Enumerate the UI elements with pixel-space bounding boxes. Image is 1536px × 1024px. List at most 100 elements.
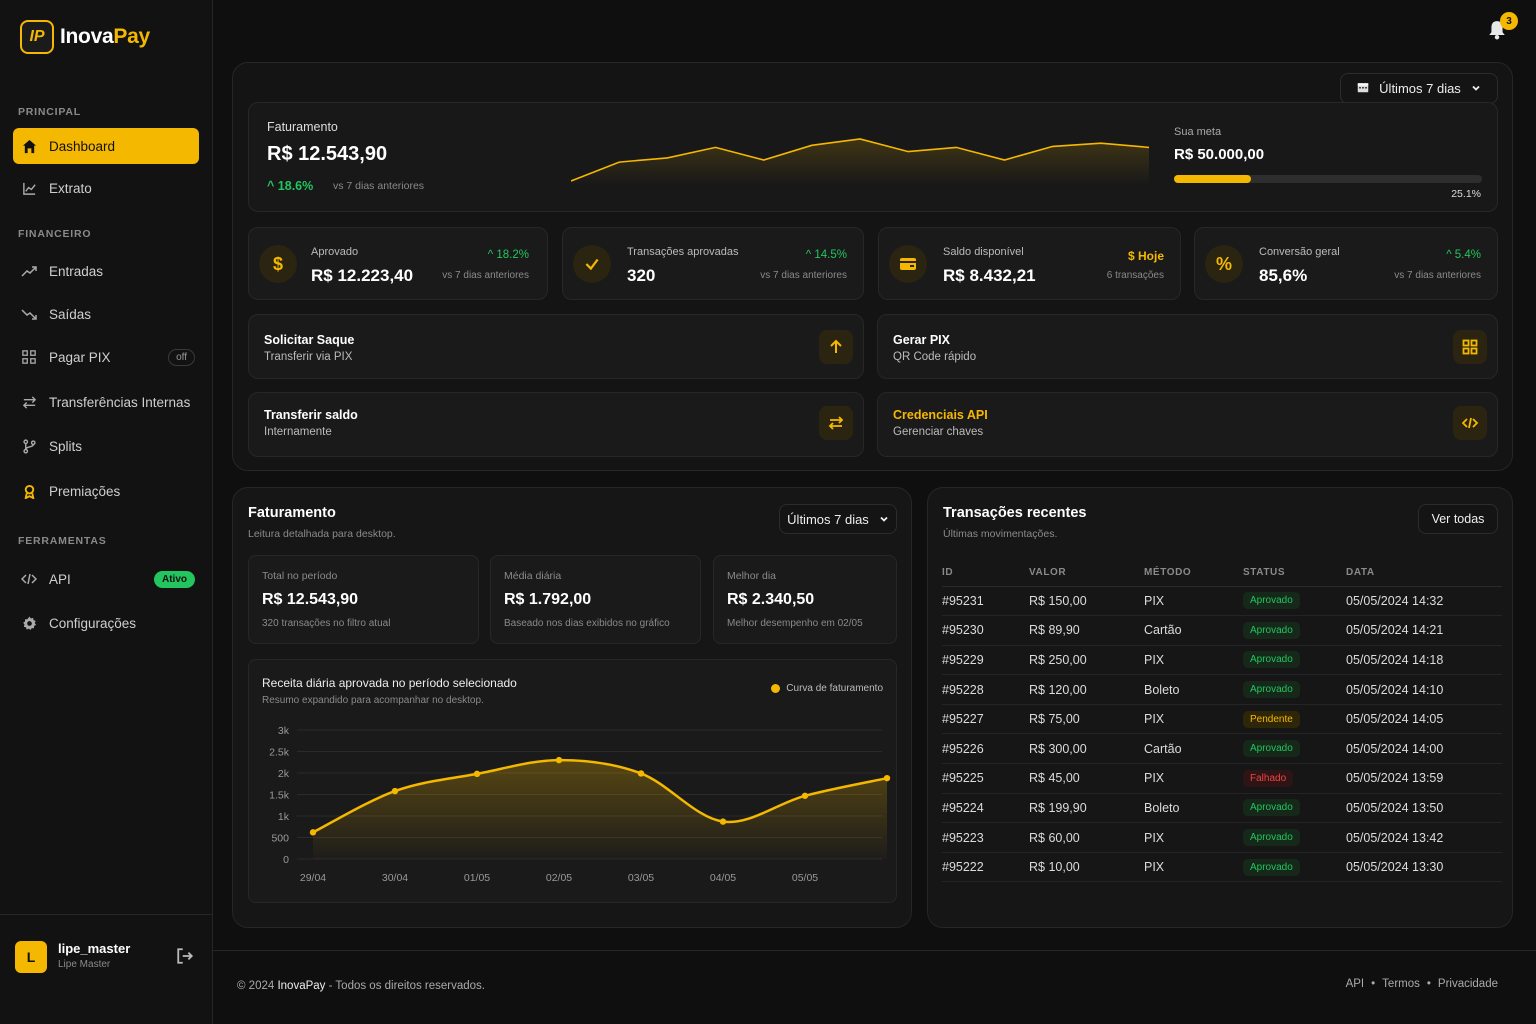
column-header-valor[interactable]: VALOR	[1029, 560, 1144, 587]
stat-card-aprovado: $ Aprovado R$ 12.223,40 ^ 18.2% vs 7 dia…	[248, 227, 548, 300]
sidebar-item-label: Splits	[49, 438, 83, 454]
sidebar-item-transferencias[interactable]: Transferências Internas	[13, 384, 199, 420]
table-row[interactable]: #95226 R$ 300,00 Cartão Aprovado 05/05/2024 …	[942, 733, 1502, 765]
branch-icon	[21, 438, 37, 454]
data-point	[309, 829, 317, 836]
table-row[interactable]: #95225 R$ 45,00 PIX Falhado 05/05/2024 13:59	[942, 763, 1502, 794]
calendar-icon	[1357, 81, 1369, 96]
sidebar-item-extrato[interactable]: Extrato	[13, 170, 199, 206]
cell-valor: R$ 89,90	[1029, 615, 1144, 646]
table-row[interactable]: #95231 R$ 150,00 PIX Aprovado 05/05/2024 14:…	[942, 586, 1502, 617]
column-header-data[interactable]: DATA	[1346, 560, 1502, 587]
period-filter-label: Últimos 7 dias	[787, 511, 869, 527]
sidebar-item-configuracoes[interactable]: Configurações	[13, 605, 199, 641]
stat-value: R$ 12.223,40	[311, 266, 414, 285]
stat-badge: ^ 18.2%	[487, 249, 529, 261]
table-row[interactable]: #95224 R$ 199,90 Boleto Aprovado 05/05/2024 …	[942, 793, 1502, 824]
stat-label: Transações aprovadas	[627, 246, 739, 258]
action-credenciais-api[interactable]: Credenciais API Gerenciar chaves	[877, 392, 1498, 457]
mini-label: Média diária	[504, 570, 562, 582]
table-row[interactable]: #95223 R$ 60,00 PIX Aprovado 05/05/2024 13:4…	[942, 822, 1502, 853]
stat-value: 85,6%	[1259, 266, 1308, 285]
section-principal: PRINCIPAL	[18, 106, 82, 118]
trend-down-icon	[21, 306, 37, 322]
sidebar-item-api[interactable]: API Ativo	[13, 561, 199, 597]
footer-links: API • Termos • Privacidade	[1346, 978, 1498, 990]
action-title: Transferir saldo	[264, 408, 358, 422]
period-filter-label: Últimos 7 dias	[1379, 81, 1461, 96]
table-row[interactable]: #95228 R$ 120,00 Boleto Aprovado 05/05/2024 …	[942, 674, 1502, 705]
arrow-up-icon[interactable]	[819, 330, 853, 364]
user-role: Lipe Master	[58, 959, 111, 970]
data-point	[473, 770, 481, 778]
table-row[interactable]: #95227 R$ 75,00 PIX Pendente 05/05/2024 14:0…	[942, 704, 1502, 735]
footer: © 2024 InovaPay - Todos os direitos rese…	[213, 950, 1536, 1024]
cell-metodo: Boleto	[1144, 674, 1243, 705]
status-badge: Falhado	[1243, 769, 1294, 787]
percent-icon: %	[1205, 245, 1243, 283]
legend-label: Curva de faturamento	[786, 683, 883, 694]
sidebar-item-dashboard[interactable]: Dashboard	[13, 128, 199, 164]
column-header-id[interactable]: ID	[942, 560, 1029, 587]
period-filter[interactable]: Últimos 7 dias	[1340, 73, 1498, 104]
stat-badge-value: 18.2%	[496, 249, 529, 261]
sidebar-item-splits[interactable]: Splits	[13, 428, 199, 464]
cell-id: #95230	[942, 615, 1029, 646]
cell-valor: R$ 10,00	[1029, 852, 1144, 883]
swap-icon[interactable]	[819, 406, 853, 440]
trend-up-icon	[21, 263, 37, 279]
action-solicitar-saque[interactable]: Solicitar Saque Transferir via PIX	[248, 314, 864, 379]
sidebar-item-saidas[interactable]: Saídas	[13, 296, 199, 332]
cell-id: #95227	[942, 704, 1029, 735]
detail-period-filter[interactable]: Últimos 7 dias	[779, 504, 897, 534]
goal-label: Sua meta	[1174, 126, 1222, 138]
action-subtitle: Transferir via PIX	[264, 351, 353, 363]
sidebar-item-entradas[interactable]: Entradas	[13, 253, 199, 289]
y-tick-label: 0	[283, 854, 289, 866]
action-subtitle: Gerenciar chaves	[893, 426, 984, 438]
action-transferir-saldo[interactable]: Transferir saldo Internamente	[248, 392, 864, 457]
stat-badge-value: 5.4%	[1454, 249, 1481, 261]
arrows-icon	[21, 394, 37, 410]
table-row[interactable]: #95229 R$ 250,00 PIX Aprovado 05/05/2024 14:…	[942, 645, 1502, 676]
footer-link-privacidade[interactable]: Privacidade	[1437, 978, 1498, 990]
sidebar-item-pagar-pix[interactable]: Pagar PIX off	[13, 339, 199, 375]
column-header-status[interactable]: STATUS	[1243, 560, 1346, 587]
revenue-change-note: vs 7 dias anteriores	[333, 180, 425, 192]
see-all-button[interactable]: Ver todas	[1418, 504, 1498, 534]
cell-valor: R$ 75,00	[1029, 704, 1144, 735]
stat-label: Aprovado	[311, 246, 359, 258]
cell-data: 05/05/2024 13:50	[1346, 793, 1502, 824]
gear-icon	[21, 615, 37, 631]
cell-valor: R$ 250,00	[1029, 645, 1144, 676]
cell-metodo: PIX	[1144, 763, 1243, 794]
brand-first: Inova	[60, 25, 114, 48]
action-gerar-pix[interactable]: Gerar PIX QR Code rápido	[877, 314, 1498, 379]
column-header-metodo[interactable]: MÉTODO	[1144, 560, 1243, 587]
footer-link-api[interactable]: API	[1345, 978, 1365, 990]
sidebar-item-label: Dashboard	[49, 138, 116, 154]
table-row[interactable]: #95230 R$ 89,90 Cartão Aprovado 05/05/2024 1…	[942, 615, 1502, 646]
table-row[interactable]: #95222 R$ 10,00 PIX Aprovado 05/05/2024 13:3…	[942, 852, 1502, 883]
data-point	[637, 770, 645, 777]
user-name: lipe_master	[58, 941, 131, 956]
x-tick-label: 05/05	[792, 872, 818, 884]
avatar[interactable]: L	[15, 941, 47, 973]
revenue-title: Faturamento	[267, 120, 338, 134]
user-profile: L lipe_master Lipe Master	[0, 914, 213, 1024]
notification-count: 3	[1500, 12, 1518, 30]
qr-icon[interactable]	[1453, 330, 1487, 364]
footer-link-termos[interactable]: Termos	[1382, 978, 1420, 990]
code-icon[interactable]	[1453, 406, 1487, 440]
cell-metodo: PIX	[1144, 852, 1243, 883]
data-point	[391, 787, 399, 795]
mini-note: 320 transações no filtro atual	[262, 618, 391, 629]
check-icon	[573, 245, 611, 283]
mini-value: R$ 12.543,90	[262, 591, 359, 608]
cell-status: Pendente	[1243, 704, 1346, 735]
logout-icon[interactable]	[176, 947, 194, 970]
logo[interactable]: IP InovaPay	[20, 20, 150, 54]
sidebar-item-premiacoes[interactable]: Premiações	[13, 473, 199, 509]
sidebar-item-label: API	[49, 571, 71, 587]
cell-valor: R$ 120,00	[1029, 674, 1144, 705]
